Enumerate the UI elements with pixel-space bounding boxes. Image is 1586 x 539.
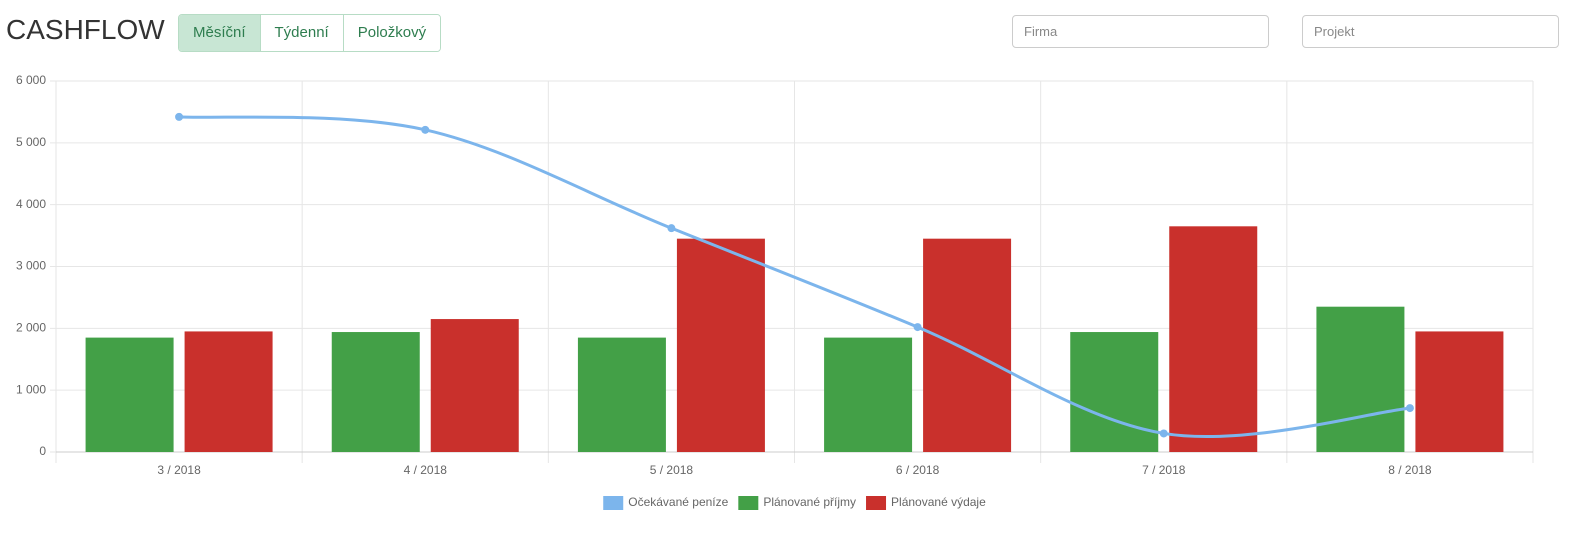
- bar: [430, 319, 519, 452]
- line: [179, 115, 1411, 438]
- tab[interactable]: Týdenní: [259, 15, 343, 51]
- line-point: [913, 323, 922, 332]
- line-point: [175, 112, 184, 121]
- y-tick-label: 4 000: [16, 197, 46, 211]
- legend-label: Plánované výdaje: [891, 495, 986, 509]
- bar: [184, 331, 273, 452]
- bar: [1415, 331, 1504, 452]
- legend-swatch: [603, 496, 624, 510]
- line-point: [421, 125, 430, 134]
- x-tick-label: 4 / 2018: [404, 463, 448, 477]
- y-tick-label: 2 000: [16, 321, 46, 335]
- x-tick-label: 8 / 2018: [1388, 463, 1432, 477]
- line-point: [667, 224, 676, 233]
- bar: [85, 337, 174, 452]
- bar: [1169, 226, 1258, 452]
- tab[interactable]: Položkový: [342, 15, 441, 51]
- legend-swatch: [866, 496, 887, 510]
- y-tick-label: 6 000: [16, 73, 46, 87]
- y-tick-label: 5 000: [16, 135, 46, 149]
- y-tick-label: 1 000: [16, 382, 46, 396]
- tab-group: Měsíční Týdenní Položkový: [178, 14, 442, 52]
- bar: [577, 337, 666, 452]
- bar: [676, 238, 765, 452]
- x-tick-label: 5 / 2018: [650, 463, 694, 477]
- chart: 0 1 000 2 000 3 000 4 000 5 000 6 000 3 / 2018 4…: [16, 73, 1534, 510]
- filter-input[interactable]: Firma: [1012, 15, 1269, 48]
- y-tick-label: 0: [39, 444, 46, 458]
- legend-label: Plánované příjmy: [763, 495, 856, 509]
- bar: [1070, 332, 1159, 452]
- x-tick-label: 7 / 2018: [1142, 463, 1186, 477]
- filter-input[interactable]: Projekt: [1302, 15, 1559, 48]
- line-point: [1159, 429, 1168, 438]
- legend-label: Očekávané peníze: [628, 495, 728, 509]
- y-tick-label: 3 000: [16, 259, 46, 273]
- line-point: [1405, 404, 1414, 413]
- tab[interactable]: Měsíční: [179, 15, 260, 51]
- page-title: CASHFLOW: [6, 14, 165, 45]
- bar: [923, 238, 1012, 452]
- x-tick-label: 6 / 2018: [896, 463, 940, 477]
- bar: [824, 337, 913, 452]
- x-tick-label: 3 / 2018: [157, 463, 201, 477]
- legend-swatch: [738, 496, 759, 510]
- bar: [1316, 306, 1405, 452]
- bar: [331, 332, 420, 452]
